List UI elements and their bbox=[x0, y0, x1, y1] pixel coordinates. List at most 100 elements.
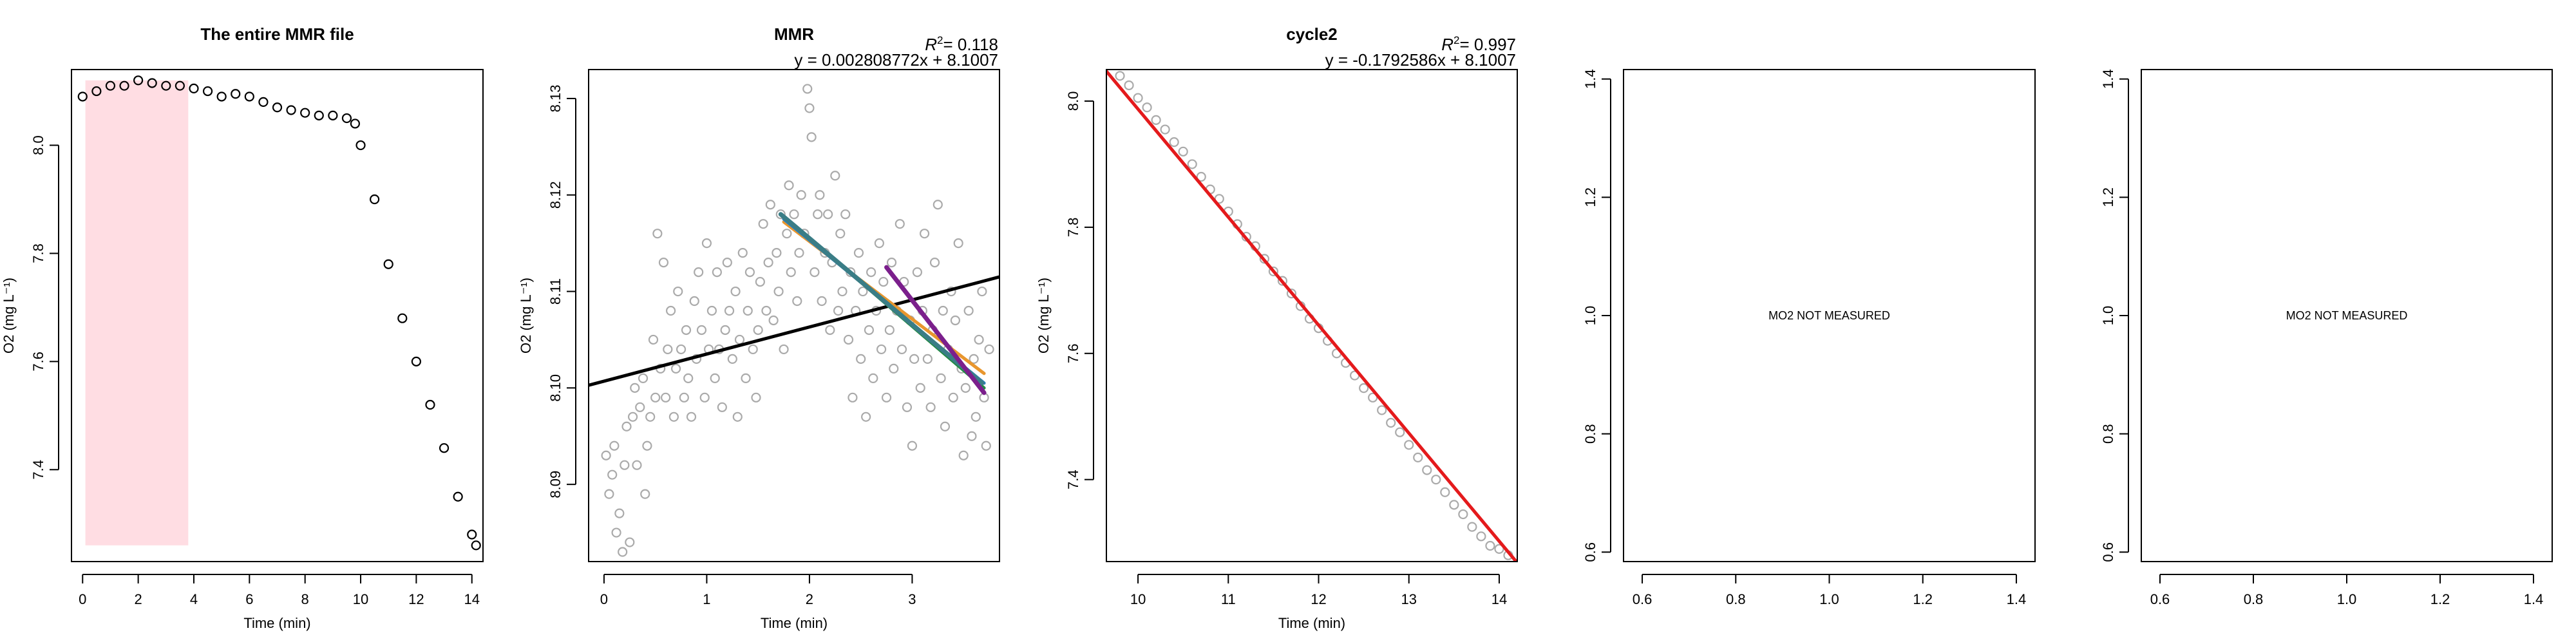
data-point bbox=[720, 325, 730, 336]
x-tick-label: 6 bbox=[245, 591, 253, 607]
regression-line bbox=[884, 265, 987, 395]
y-tick-label: 1.4 bbox=[2100, 69, 2116, 89]
y-axis-label: O2 (mg L⁻¹) bbox=[518, 278, 534, 354]
plot-frame bbox=[2141, 69, 2553, 562]
x-tick-label: 1.2 bbox=[2430, 591, 2450, 607]
y-tick-label: 8.11 bbox=[547, 278, 564, 305]
y-tick-label: 8.09 bbox=[547, 471, 564, 498]
r-squared-label: R2= 0.997 bbox=[1441, 34, 1516, 54]
data-point bbox=[1286, 289, 1297, 299]
y-tick-label: 8.10 bbox=[547, 374, 564, 402]
x-tick-label: 0.6 bbox=[1633, 591, 1653, 607]
data-point bbox=[341, 113, 352, 124]
data-point bbox=[741, 373, 751, 383]
chart-title: cycle2 bbox=[1286, 24, 1338, 44]
panel-1: 0 2 4 6 8 10 12 14 7.4 7.6 7.8 8.0 The entire MMR fi… bbox=[1, 24, 484, 631]
data-point bbox=[650, 392, 661, 402]
x-tick-label: 0.8 bbox=[1726, 591, 1746, 607]
data-point bbox=[668, 412, 679, 422]
data-point bbox=[730, 286, 741, 297]
data-point bbox=[1259, 254, 1269, 264]
x-tick-label: 12 bbox=[1311, 591, 1326, 607]
data-point bbox=[984, 344, 994, 355]
data-point bbox=[696, 325, 707, 336]
data-point bbox=[925, 402, 936, 412]
data-point bbox=[960, 383, 971, 393]
panel-2: 0 1 2 3 8.09 8.10 8.11 8.12 8.13 MMR Time (min) O2 … bbox=[518, 24, 1000, 631]
x-tick-label: 8 bbox=[301, 591, 309, 607]
data-point bbox=[833, 305, 844, 316]
data-point bbox=[876, 344, 887, 355]
data-point bbox=[1160, 124, 1170, 135]
x-tick-label: 11 bbox=[1221, 591, 1236, 607]
data-point bbox=[105, 80, 116, 91]
x-tick-label: 14 bbox=[464, 591, 479, 607]
data-point bbox=[853, 248, 864, 258]
x-axis: 0 2 4 6 8 10 12 14 bbox=[79, 574, 480, 607]
data-point bbox=[625, 537, 635, 547]
data-point bbox=[958, 450, 969, 460]
chart-title: MMR bbox=[774, 24, 814, 44]
data-point bbox=[231, 89, 241, 99]
data-point bbox=[439, 443, 450, 453]
status-note: MO2 NOT MEASURED bbox=[1768, 309, 1890, 322]
data-point bbox=[147, 78, 157, 88]
data-point bbox=[1169, 137, 1179, 147]
r-squared-exponent: 2 bbox=[937, 34, 943, 46]
data-series bbox=[77, 75, 481, 551]
data-point bbox=[825, 325, 835, 336]
data-point bbox=[866, 267, 876, 278]
x-tick-label: 12 bbox=[408, 591, 424, 607]
y-tick-label: 1.0 bbox=[1582, 306, 1598, 326]
x-tick-label: 1 bbox=[703, 591, 710, 607]
data-point bbox=[794, 248, 804, 258]
data-point bbox=[1449, 500, 1459, 510]
regression-line bbox=[1106, 70, 1517, 562]
data-point bbox=[314, 110, 324, 120]
data-point bbox=[640, 489, 650, 499]
y-tick-label: 1.2 bbox=[1582, 187, 1598, 207]
data-point bbox=[810, 267, 820, 278]
data-point bbox=[604, 489, 614, 499]
data-series bbox=[601, 84, 994, 557]
y-tick-label: 1.0 bbox=[2100, 306, 2116, 326]
data-point bbox=[244, 91, 254, 102]
data-point bbox=[658, 258, 669, 268]
y-axis: 7.4 7.6 7.8 8.0 bbox=[30, 135, 59, 480]
data-point bbox=[835, 229, 846, 239]
x-tick-label: 1.0 bbox=[2337, 591, 2357, 607]
data-point bbox=[889, 363, 899, 374]
regression-line bbox=[778, 212, 985, 386]
x-tick-label: 1.4 bbox=[2007, 591, 2027, 607]
x-tick-label: 1.0 bbox=[1819, 591, 1839, 607]
regression-line bbox=[589, 275, 999, 387]
data-point bbox=[1404, 440, 1414, 450]
y-axis: 8.09 8.10 8.11 8.12 8.13 bbox=[547, 85, 576, 498]
data-point bbox=[661, 392, 671, 402]
data-point bbox=[784, 180, 794, 191]
data-point bbox=[792, 296, 802, 307]
data-point bbox=[773, 286, 784, 297]
data-point bbox=[909, 354, 920, 365]
data-point bbox=[618, 547, 628, 557]
data-point bbox=[630, 383, 640, 393]
data-point bbox=[881, 392, 892, 402]
data-point bbox=[744, 267, 755, 278]
x-tick-label: 1.2 bbox=[1913, 591, 1933, 607]
data-point bbox=[689, 296, 699, 307]
y-tick-label: 7.4 bbox=[30, 460, 46, 480]
data-point bbox=[638, 373, 649, 383]
y-tick-label: 7.6 bbox=[30, 352, 46, 372]
data-point bbox=[694, 267, 704, 278]
data-point bbox=[1377, 405, 1387, 415]
data-point bbox=[856, 354, 866, 365]
highlight-region bbox=[85, 80, 189, 545]
data-point bbox=[686, 412, 697, 422]
y-tick-label: 8.0 bbox=[30, 135, 46, 155]
data-point bbox=[1187, 159, 1197, 169]
r-squared-symbol: R bbox=[1441, 35, 1454, 54]
data-point bbox=[665, 305, 676, 316]
data-point bbox=[796, 190, 806, 200]
plot-area bbox=[1106, 70, 1517, 562]
